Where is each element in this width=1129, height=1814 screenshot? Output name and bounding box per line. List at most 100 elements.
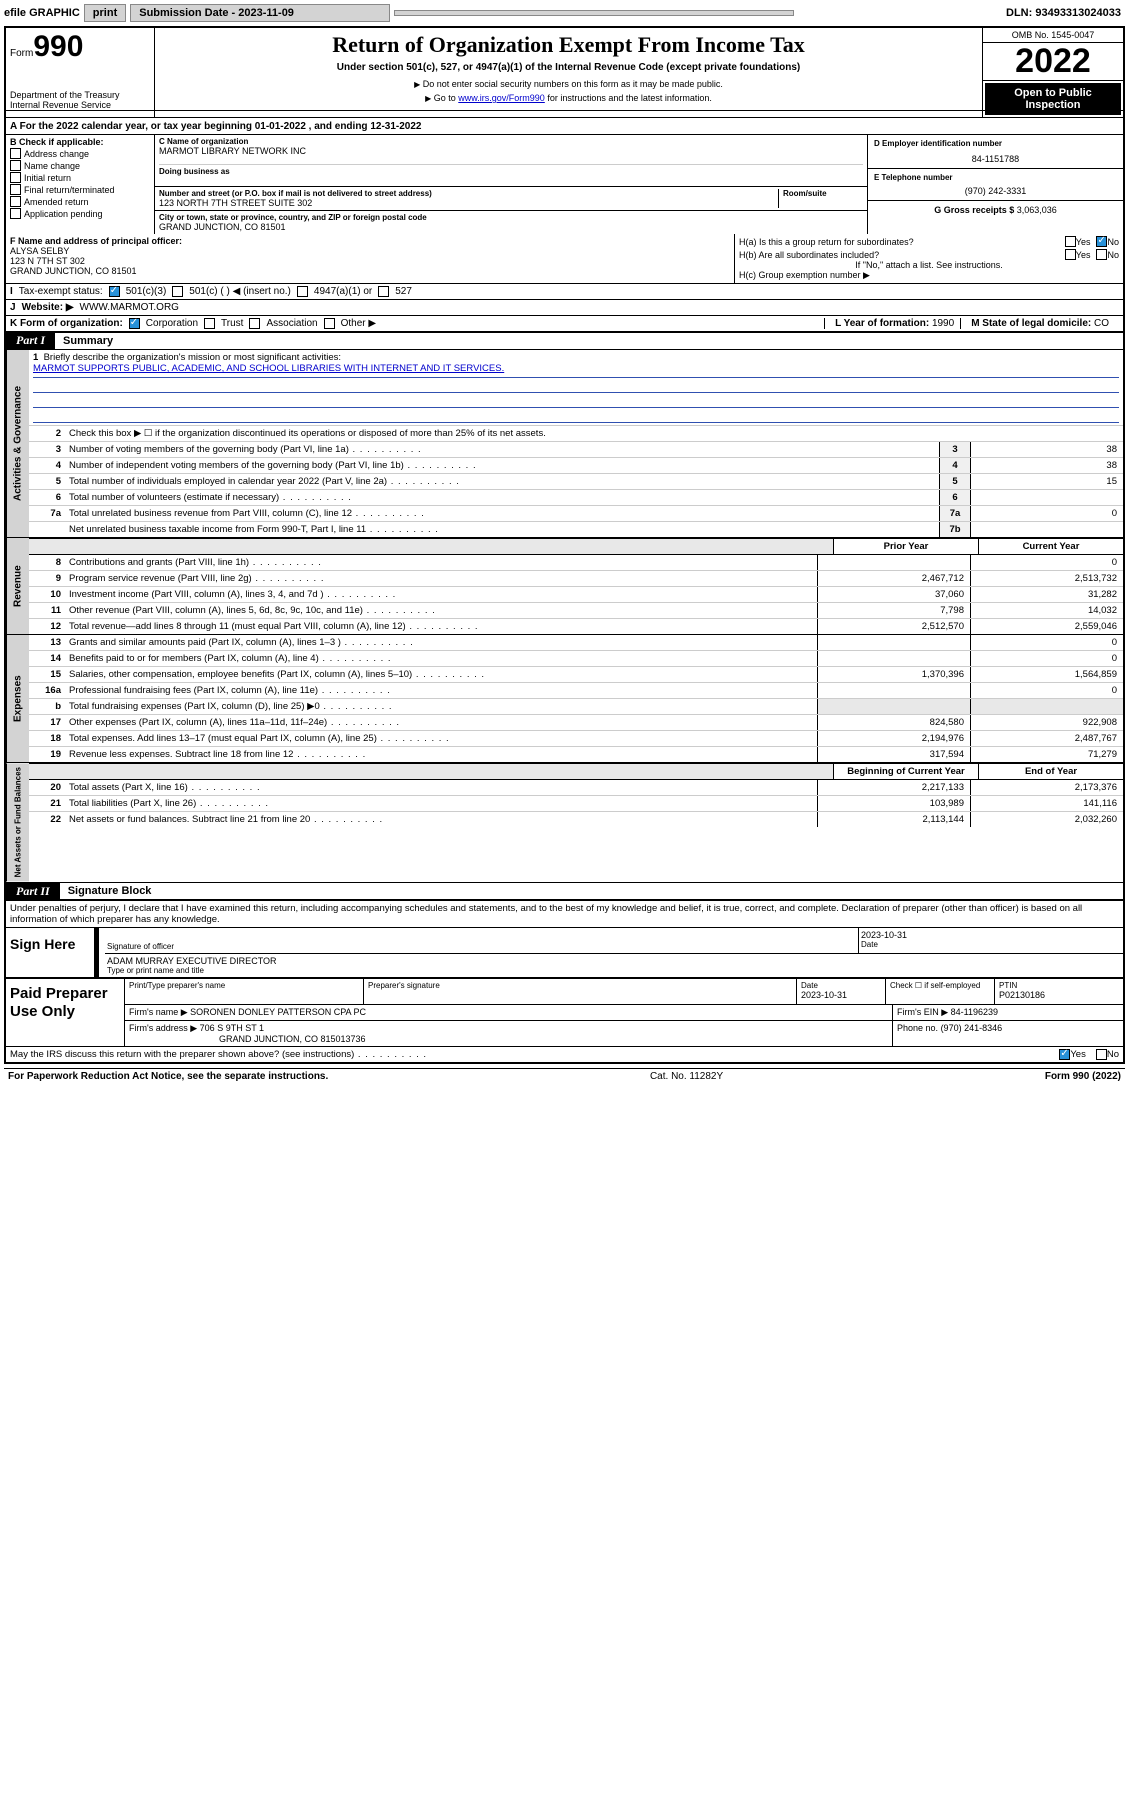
opt-527: 527 — [395, 286, 412, 297]
form-prefix: Form — [10, 48, 33, 59]
line-text: Other expenses (Part IX, column (A), lin… — [65, 715, 817, 730]
current-val: 0 — [970, 555, 1123, 570]
h-section: H(a) Is this a group return for subordin… — [735, 234, 1123, 283]
header-right: OMB No. 1545-0047 2022 Open to Public In… — [982, 28, 1123, 117]
current-val: 2,173,376 — [970, 780, 1123, 795]
table-row: bTotal fundraising expenses (Part IX, co… — [29, 698, 1123, 714]
gross-receipts-cell: G Gross receipts $ 3,063,036 — [868, 201, 1123, 219]
checkbox-other[interactable] — [324, 318, 335, 329]
officer-name: ALYSA SELBY — [10, 246, 69, 256]
irs-label: Internal Revenue Service — [10, 100, 150, 110]
line-7a-box: 7a — [939, 506, 970, 521]
checkbox-corp[interactable] — [129, 318, 140, 329]
line-5-text: Total number of individuals employed in … — [65, 474, 939, 489]
sig-officer-line: Signature of officer 2023-10-31 Date — [105, 928, 1123, 954]
checkbox-assoc[interactable] — [249, 318, 260, 329]
mission-blank-line — [33, 378, 1119, 393]
col-b: B Check if applicable: Address change Na… — [6, 135, 155, 234]
sig-date-label: Date — [861, 940, 1121, 949]
ha-label: H(a) Is this a group return for subordin… — [739, 237, 1065, 247]
blank-button[interactable] — [394, 10, 794, 16]
row-a: A For the 2022 calendar year, or tax yea… — [6, 119, 1123, 135]
no-label: No — [1107, 250, 1119, 260]
governance-body: 1 Briefly describe the organization's mi… — [29, 350, 1123, 537]
checkbox-icon — [10, 172, 21, 183]
org-name-cell: C Name of organization MARMOT LIBRARY NE… — [155, 135, 867, 187]
table-row: 20Total assets (Part X, line 16)2,217,13… — [29, 780, 1123, 795]
line-num: 10 — [29, 587, 65, 602]
line-7b-text: Net unrelated business taxable income fr… — [65, 522, 939, 537]
check-label: Address change — [24, 149, 89, 159]
current-year-header: Current Year — [978, 539, 1123, 554]
prior-val: 37,060 — [817, 587, 970, 602]
table-row: 12Total revenue—add lines 8 through 11 (… — [29, 618, 1123, 634]
checkbox-checked-icon[interactable] — [1096, 236, 1107, 247]
firm-phone-val: (970) 241-8346 — [941, 1023, 1003, 1033]
part-label: Part II — [6, 882, 60, 901]
submission-date-button[interactable]: Submission Date - 2023-11-09 — [130, 4, 390, 22]
table-row: 16aProfessional fundraising fees (Part I… — [29, 682, 1123, 698]
line-4-val: 38 — [970, 458, 1123, 473]
line-7b: Net unrelated business taxable income fr… — [29, 521, 1123, 537]
no-label: No — [1107, 1049, 1119, 1060]
check-final-return[interactable]: Final return/terminated — [10, 184, 150, 195]
discuss-row: May the IRS discuss this return with the… — [6, 1046, 1123, 1062]
checkbox-527[interactable] — [378, 286, 389, 297]
checkbox-501c3[interactable] — [109, 286, 120, 297]
form-ref: Form 990 (2022) — [1045, 1071, 1121, 1082]
addr-cell: Number and street (or P.O. box if mail i… — [155, 187, 867, 211]
part-title: Signature Block — [60, 883, 1123, 899]
line-6: 6 Total number of volunteers (estimate i… — [29, 489, 1123, 505]
gross-label: G Gross receipts $ — [934, 205, 1014, 215]
governance-tab: Activities & Governance — [6, 350, 29, 537]
check-label: Final return/terminated — [24, 185, 115, 195]
checkbox-yes[interactable] — [1059, 1049, 1070, 1060]
print-button[interactable]: print — [84, 4, 126, 22]
sig-officer-label: Signature of officer — [105, 928, 858, 953]
header-left: Form990 Department of the Treasury Inter… — [6, 28, 155, 117]
sig-name-line: ADAM MURRAY EXECUTIVE DIRECTOR Type or p… — [105, 954, 1123, 977]
expenses-body: 13Grants and similar amounts paid (Part … — [29, 635, 1123, 762]
check-amended-return[interactable]: Amended return — [10, 196, 150, 207]
table-row: 10Investment income (Part VIII, column (… — [29, 586, 1123, 602]
line-num: 18 — [29, 731, 65, 746]
current-val: 2,513,732 — [970, 571, 1123, 586]
city-value: GRAND JUNCTION, CO 81501 — [159, 222, 863, 232]
checkbox-icon[interactable] — [1065, 249, 1076, 260]
checkbox-icon[interactable] — [1096, 249, 1107, 260]
yes-label: Yes — [1076, 237, 1091, 247]
header-center: Return of Organization Exempt From Incom… — [155, 28, 982, 117]
checkbox-icon — [10, 148, 21, 159]
check-address-change[interactable]: Address change — [10, 148, 150, 159]
dept-label: Department of the Treasury — [10, 90, 150, 100]
check-initial-return[interactable]: Initial return — [10, 172, 150, 183]
checkbox-no[interactable] — [1096, 1049, 1107, 1060]
state-domicile: M State of legal domicile: CO — [960, 318, 1119, 329]
check-name-change[interactable]: Name change — [10, 160, 150, 171]
line-3-box: 3 — [939, 442, 970, 457]
col-d-to-g: D Employer identification number 84-1151… — [868, 135, 1123, 234]
line-2: 2 Check this box ▶ ☐ if the organization… — [29, 425, 1123, 441]
line-text: Benefits paid to or for members (Part IX… — [65, 651, 817, 666]
line-num: 21 — [29, 796, 65, 811]
paid-preparer-section: Paid Preparer Use Only Print/Type prepar… — [6, 977, 1123, 1046]
note2-suffix: for instructions and the latest informat… — [545, 93, 712, 103]
expenses-section: Expenses 13Grants and similar amounts pa… — [6, 635, 1123, 763]
firm-name-val: SORONEN DONLEY PATTERSON CPA PC — [190, 1007, 366, 1017]
paid-row-1: Print/Type preparer's name Preparer's si… — [124, 979, 1123, 1005]
paid-row-2: Firm's name ▶ SORONEN DONLEY PATTERSON C… — [124, 1005, 1123, 1021]
checkbox-trust[interactable] — [204, 318, 215, 329]
ein-value: 84-1151788 — [874, 154, 1117, 164]
checkbox-4947[interactable] — [297, 286, 308, 297]
opt-4947: 4947(a)(1) or — [314, 286, 372, 297]
current-val: 141,116 — [970, 796, 1123, 811]
checkbox-icon[interactable] — [1065, 236, 1076, 247]
line-7b-val — [970, 522, 1123, 537]
line-1: 1 Briefly describe the organization's mi… — [29, 350, 1123, 425]
irs-link[interactable]: www.irs.gov/Form990 — [458, 93, 545, 103]
current-val: 0 — [970, 651, 1123, 666]
self-employed-check[interactable]: Check ☐ if self-employed — [885, 979, 994, 1004]
check-application-pending[interactable]: Application pending — [10, 208, 150, 219]
line-num: 22 — [29, 812, 65, 827]
checkbox-501c[interactable] — [172, 286, 183, 297]
